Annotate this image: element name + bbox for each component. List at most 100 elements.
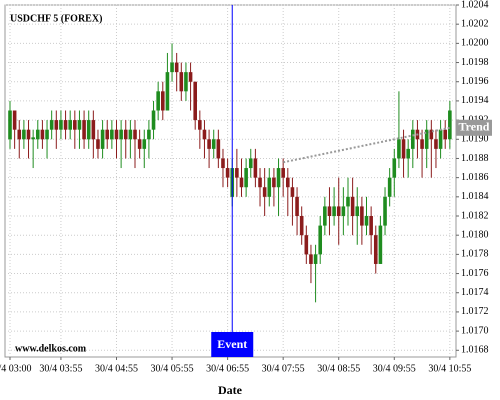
candle-body [193,81,197,121]
candle-body [165,72,170,111]
candle-body [137,139,142,149]
watermark: www.delkos.com [15,343,87,354]
x-tick-label: 30/4 03:55 [39,363,82,374]
candle-body [295,196,299,217]
candle-body [448,110,452,140]
candle-body [401,139,406,159]
candle-body [110,129,114,140]
candle-body [8,110,12,140]
candle-body [244,168,248,188]
y-tick-label: 1.0196 [461,76,489,87]
candle-body [299,216,304,236]
candle-body [290,187,295,197]
candle-body [77,120,82,130]
candle-body [239,177,244,188]
candle-body [12,110,17,130]
y-tick-label: 1.0168 [461,345,489,356]
y-tick-label: 1.0180 [461,229,489,240]
candle-body [22,129,26,140]
candle-body [262,187,267,197]
trend-line [282,126,451,164]
candle-body [123,129,128,140]
candle-body [424,129,429,149]
candle-body [119,129,123,140]
candle-body [323,206,327,226]
candle-body [147,129,151,140]
candle-body [434,139,438,149]
candle-body [133,129,137,140]
candle-body [346,196,350,207]
candle-body [411,129,415,149]
candle-body [198,120,202,130]
candle-body [318,225,323,255]
candle-body [202,129,207,140]
candle-body [355,206,360,217]
y-tick-label: 1.0176 [461,268,489,279]
candle-body [364,216,369,226]
candle-body [68,120,72,130]
candle-body [151,110,156,130]
candle-body [170,62,174,73]
candle-body [216,139,221,159]
candle-body [188,72,193,82]
candle-body [253,158,258,178]
y-tick-label: 1.0204 [461,0,489,10]
candle-body [45,129,49,140]
candle-body [91,120,96,140]
candle-body [156,91,160,111]
x-tick-label: 30/4 10:55 [428,363,471,374]
x-tick-label: 30/4 05:55 [151,363,194,374]
candle-body [397,139,401,159]
trend-label-box [456,119,492,136]
x-tick-label: 30/4 04:55 [95,363,138,374]
y-tick-label: 1.0202 [461,18,489,29]
candle-body [40,129,45,140]
candle-body [304,235,309,255]
candle-body [360,206,364,226]
candle-body [406,148,410,159]
candle-body [59,120,63,130]
candle-body [31,137,35,140]
candle-body [100,129,105,149]
candle-body [438,129,443,149]
candle-body [221,158,225,169]
x-tick-label: 30/4 06:55 [206,363,249,374]
candle-body [179,72,184,92]
candle-body [392,158,397,178]
event-label-box [211,332,254,357]
candle-body [248,158,253,169]
candle-body [49,120,54,130]
candle-body [341,206,346,217]
candle-body [73,120,77,130]
x-tick-label: 30/4 03:00 [0,363,32,374]
candle-body [387,177,392,197]
candle-body [105,129,110,140]
candle-body [207,139,211,149]
candle-body [17,129,22,140]
y-tick-label: 1.0200 [461,38,489,49]
y-tick-label: 1.0186 [461,172,489,183]
candle-body [272,177,276,188]
candle-body [309,254,313,264]
y-tick-label: 1.0184 [461,191,489,202]
candle-body [383,196,387,226]
candle-body [225,168,230,178]
candle-body [114,129,119,140]
candle-body [369,216,373,236]
y-tick-label: 1.0190 [461,134,489,145]
candle-body [281,168,285,178]
chart-title: USDCHF 5 (FOREX) [10,13,102,24]
candle-body [63,120,68,130]
candle-body [373,235,378,264]
event-label: Event [217,337,247,351]
candle-body [267,177,272,197]
y-tick-label: 1.0198 [461,57,489,68]
x-tick-label: 30/4 07:55 [262,363,305,374]
candle-body [35,129,40,140]
candle-body [286,177,290,188]
trend-label: Trend [459,120,490,134]
x-tick-label: 30/4 09:55 [373,363,416,374]
candle-body [82,120,86,140]
candle-body [378,225,383,264]
